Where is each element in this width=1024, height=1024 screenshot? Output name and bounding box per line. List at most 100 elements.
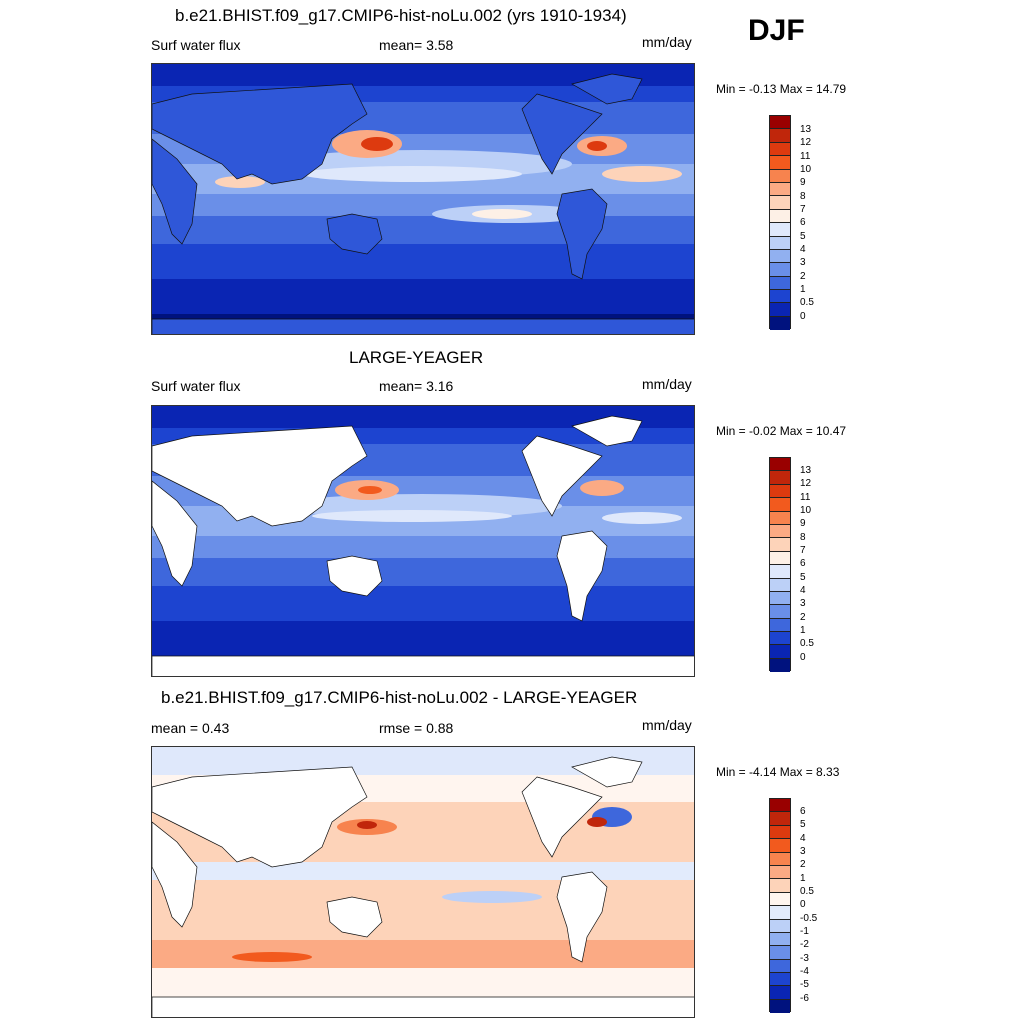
panel-2-field bbox=[152, 406, 694, 676]
colorbar-swatch bbox=[770, 578, 790, 592]
colorbar-tick-label: 6 bbox=[800, 806, 806, 817]
panel-1-field bbox=[152, 64, 694, 334]
colorbar-swatch bbox=[770, 303, 790, 317]
colorbar-tick-label: 5 bbox=[800, 572, 806, 583]
season-label: DJF bbox=[748, 14, 805, 47]
colorbar-tick-label: 0.5 bbox=[800, 638, 814, 649]
colorbar-tick-label: 9 bbox=[800, 177, 806, 188]
colorbar-swatch bbox=[770, 276, 790, 291]
colorbar-tick-label: -0.5 bbox=[800, 913, 818, 924]
colorbar-swatch bbox=[770, 658, 790, 673]
colorbar-tick-label: 3 bbox=[800, 598, 806, 609]
panel-2-minmax-label: Min = -0.02 Max = 10.47 bbox=[716, 424, 847, 438]
colorbar-swatch bbox=[770, 892, 790, 907]
colorbar-swatch bbox=[770, 986, 790, 1000]
colorbar-swatch bbox=[770, 919, 790, 933]
colorbar-swatch bbox=[770, 973, 790, 987]
panel-3-minmax-label: Min = -4.14 Max = 8.33 bbox=[716, 765, 840, 779]
panel-1-units-label: mm/day bbox=[642, 34, 692, 50]
colorbar-tick-label: 0.5 bbox=[800, 886, 814, 897]
colorbar-swatch bbox=[770, 209, 790, 224]
colorbar-tick-label: -2 bbox=[800, 939, 809, 950]
colorbar-tick-label: 1 bbox=[800, 284, 806, 295]
colorbar-swatch bbox=[770, 959, 790, 974]
colorbar-swatch bbox=[770, 839, 790, 853]
colorbar-swatch bbox=[770, 825, 790, 840]
colorbar-tick-label: 4 bbox=[800, 244, 806, 255]
colorbar-tick-label: 7 bbox=[800, 204, 806, 215]
colorbar-tick-label: 2 bbox=[800, 859, 806, 870]
colorbar-swatch bbox=[770, 524, 790, 539]
colorbar-tick-label: 12 bbox=[800, 478, 812, 489]
colorbar-tick-label: 4 bbox=[800, 833, 806, 844]
colorbar-swatch bbox=[770, 865, 790, 880]
colorbar-swatch bbox=[770, 169, 790, 183]
colorbar-swatch bbox=[770, 932, 790, 947]
colorbar-tick-label: 9 bbox=[800, 518, 806, 529]
colorbar-swatch bbox=[770, 946, 790, 960]
panel-3-field bbox=[152, 747, 694, 1017]
colorbar-swatch bbox=[770, 196, 790, 210]
panel-3-colorbar bbox=[769, 798, 791, 1014]
colorbar-tick-label: 10 bbox=[800, 505, 812, 516]
colorbar-tick-label: 3 bbox=[800, 257, 806, 268]
colorbar-swatch bbox=[770, 236, 790, 250]
colorbar-tick-label: 2 bbox=[800, 612, 806, 623]
colorbar-tick-label: 8 bbox=[800, 532, 806, 543]
colorbar-tick-label: 0 bbox=[800, 311, 806, 322]
panel-1-map bbox=[151, 63, 695, 335]
colorbar-swatch bbox=[770, 484, 790, 499]
panel-3-title: b.e21.BHIST.f09_g17.CMIP6-hist-noLu.002 … bbox=[161, 688, 638, 707]
colorbar-swatch bbox=[770, 906, 790, 920]
colorbar-tick-label: 1 bbox=[800, 625, 806, 636]
colorbar-tick-label: 2 bbox=[800, 271, 806, 282]
colorbar-swatch bbox=[770, 632, 790, 646]
colorbar-tick-label: 6 bbox=[800, 217, 806, 228]
panel-2-variable-label: Surf water flux bbox=[151, 378, 241, 394]
panel-1-minmax-label: Min = -0.13 Max = 14.79 bbox=[716, 82, 847, 96]
colorbar-tick-label: 13 bbox=[800, 124, 812, 135]
colorbar-swatch bbox=[770, 618, 790, 633]
colorbar-tick-label: 8 bbox=[800, 191, 806, 202]
colorbar-tick-label: 11 bbox=[800, 151, 811, 162]
colorbar-tick-label: -3 bbox=[800, 953, 809, 964]
colorbar-swatch bbox=[770, 645, 790, 659]
colorbar-tick-label: 5 bbox=[800, 231, 806, 242]
colorbar-swatch bbox=[770, 249, 790, 264]
panel-3-map bbox=[151, 746, 695, 1018]
colorbar-tick-label: 0 bbox=[800, 652, 806, 663]
colorbar-tick-label: 5 bbox=[800, 819, 806, 830]
colorbar-swatch bbox=[770, 156, 790, 170]
colorbar-swatch bbox=[770, 182, 790, 197]
colorbar-tick-label: 1 bbox=[800, 873, 806, 884]
colorbar-tick-label: -6 bbox=[800, 993, 809, 1004]
colorbar-swatch bbox=[770, 999, 790, 1014]
colorbar-tick-label: 12 bbox=[800, 137, 812, 148]
panel-2-title: LARGE-YEAGER bbox=[349, 348, 484, 367]
colorbar-tick-label: 0 bbox=[800, 899, 806, 910]
colorbar-tick-label: -1 bbox=[800, 926, 809, 937]
colorbar-swatch bbox=[770, 116, 790, 130]
colorbar-tick-label: -5 bbox=[800, 979, 809, 990]
colorbar-swatch bbox=[770, 591, 790, 606]
colorbar-swatch bbox=[770, 129, 790, 143]
colorbar-tick-label: 10 bbox=[800, 164, 812, 175]
colorbar-swatch bbox=[770, 142, 790, 157]
colorbar-swatch bbox=[770, 538, 790, 552]
colorbar-tick-label: 13 bbox=[800, 465, 812, 476]
panel-3-units-label: mm/day bbox=[642, 717, 692, 733]
colorbar-swatch bbox=[770, 879, 790, 893]
colorbar-swatch bbox=[770, 551, 790, 566]
colorbar-swatch bbox=[770, 290, 790, 304]
colorbar-tick-label: 6 bbox=[800, 558, 806, 569]
panel-2-mean-label: mean= 3.16 bbox=[379, 378, 454, 394]
colorbar-swatch bbox=[770, 852, 790, 866]
colorbar-swatch bbox=[770, 471, 790, 485]
colorbar-swatch bbox=[770, 458, 790, 472]
colorbar-tick-label: 4 bbox=[800, 585, 806, 596]
colorbar-swatch bbox=[770, 605, 790, 619]
panel-1-colorbar bbox=[769, 115, 791, 331]
panel-3-rmse-label: rmse = 0.88 bbox=[379, 720, 454, 736]
panel-2-units-label: mm/day bbox=[642, 376, 692, 392]
colorbar-swatch bbox=[770, 316, 790, 331]
